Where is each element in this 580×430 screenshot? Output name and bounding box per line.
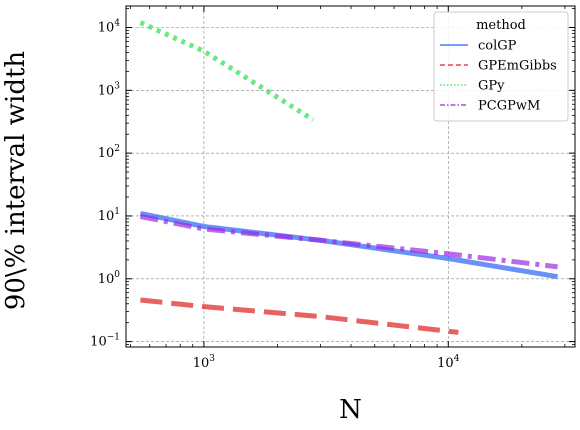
y-tick-label: 102: [98, 144, 120, 161]
y-tick-label: 104: [98, 19, 121, 36]
x-tick-label: 103: [193, 354, 216, 371]
x-tick-label: 104: [437, 354, 460, 371]
x-axis-label: N: [339, 395, 362, 425]
y-tick-label: 103: [98, 81, 121, 98]
y-axis-label: 90\% interval width: [1, 51, 31, 311]
legend-label-pcgpwm: PCGPwM: [478, 99, 540, 114]
legend-label-gpemgibbs: GPEmGibbs: [478, 59, 557, 74]
legend-box: [433, 11, 569, 122]
legend-label-gpy: GPy: [478, 79, 505, 94]
plot-frame: [125, 5, 576, 348]
series-line-gpemgibbs: [140, 297, 459, 335]
legend-entries: colGP GPEmGibbs GPy PCGPwM: [440, 39, 557, 114]
y-tick-label: 100: [98, 270, 121, 287]
series-lines: [139, 20, 559, 335]
y-tick-label: 101: [98, 207, 120, 224]
legend-title: method: [476, 18, 526, 33]
axis-ticks: 103 104 10−1 100 101 102 103 104: [90, 6, 575, 371]
legend: method colGP GPEmGibbs GPy PCGPwM: [433, 11, 569, 122]
series-line-gpy: [139, 20, 315, 122]
y-tick-label: 10−1: [90, 333, 120, 350]
series-line-pcgpwm: [139, 214, 558, 270]
legend-label-colgp: colGP: [478, 39, 517, 54]
